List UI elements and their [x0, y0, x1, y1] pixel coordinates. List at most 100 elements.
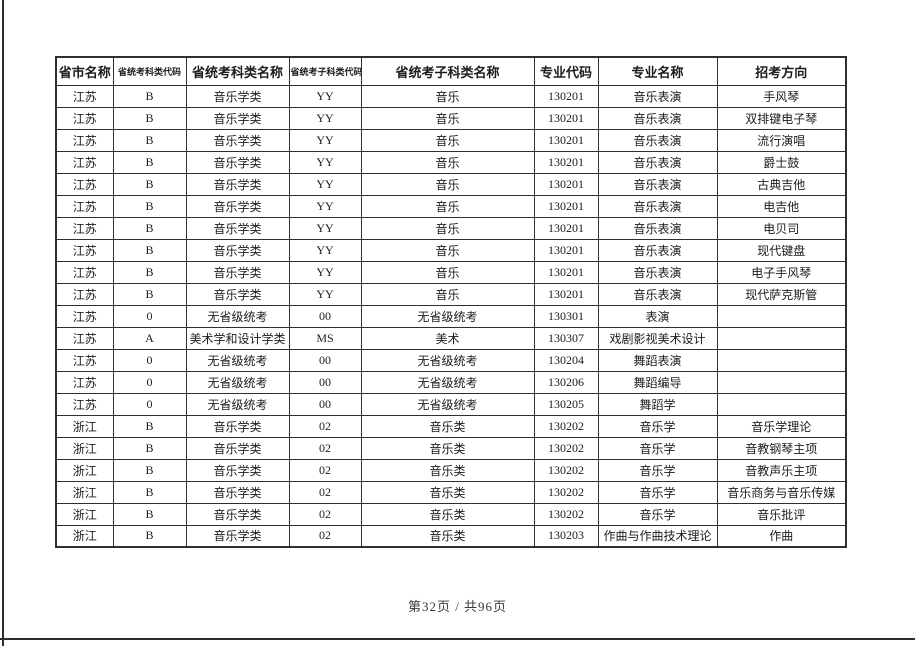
table-row: 江苏 0 无省级统考 00 无省级统考 130206 舞蹈编导: [55, 370, 847, 394]
table-cell: 音乐类: [360, 524, 535, 548]
table-cell: 江苏: [55, 238, 114, 262]
table-row: 江苏 B 音乐学类 YY 音乐 130201 音乐表演 现代键盘: [55, 238, 847, 262]
column-header: 省统考子科类代码: [288, 56, 362, 86]
table-cell: 音乐学类: [185, 172, 290, 196]
table-cell: 舞蹈学: [597, 392, 718, 416]
table-cell: 流行演唱: [716, 128, 847, 152]
table-cell: 浙江: [55, 458, 114, 482]
column-header: 省统考科类名称: [185, 56, 290, 86]
table-cell: 江苏: [55, 370, 114, 394]
table-cell: 音乐: [360, 172, 535, 196]
table-cell: 音乐类: [360, 480, 535, 504]
table-cell: 130202: [533, 414, 599, 438]
table-cell: 0: [112, 348, 187, 372]
header-row: 省市名称 省统考科类代码 省统考科类名称 省统考子科类代码 省统考子科类名称 专业代码 专业…: [55, 56, 847, 86]
table-cell: 音乐: [360, 238, 535, 262]
table-cell: 作曲与作曲技术理论: [597, 524, 718, 548]
table-cell: 现代萨克斯管: [716, 282, 847, 306]
column-header: 专业代码: [533, 56, 599, 86]
table-cell: 舞蹈表演: [597, 348, 718, 372]
table-cell: 音乐商务与音乐传媒: [716, 480, 847, 504]
table-cell: YY: [288, 106, 362, 130]
table-cell: 130201: [533, 238, 599, 262]
table-row: 江苏 A 美术学和设计学类 MS 美术 130307 戏剧影视美术设计: [55, 326, 847, 350]
table-cell: 音乐学类: [185, 194, 290, 218]
table-cell: 130205: [533, 392, 599, 416]
table-cell: B: [112, 106, 187, 130]
table-cell: 美术: [360, 326, 535, 350]
table-cell: B: [112, 260, 187, 284]
table-cell: 0: [112, 304, 187, 328]
table-cell: 戏剧影视美术设计: [597, 326, 718, 350]
table-cell: 浙江: [55, 436, 114, 460]
table-cell: 江苏: [55, 106, 114, 130]
table-cell: MS: [288, 326, 362, 350]
table-cell: 江苏: [55, 326, 114, 350]
table-cell: YY: [288, 84, 362, 108]
table-cell: 江苏: [55, 260, 114, 284]
table-cell: 音乐学类: [185, 260, 290, 284]
table-cell: 电吉他: [716, 194, 847, 218]
table-cell: 无省级统考: [360, 370, 535, 394]
table-cell: B: [112, 150, 187, 174]
table-cell: 现代键盘: [716, 238, 847, 262]
column-header: 专业名称: [597, 56, 718, 86]
table-cell: 浙江: [55, 414, 114, 438]
table-cell: 130301: [533, 304, 599, 328]
table-cell: 双排键电子琴: [716, 106, 847, 130]
table-cell: B: [112, 502, 187, 526]
table-cell: 音乐表演: [597, 150, 718, 174]
table-cell: 0: [112, 370, 187, 394]
table-cell: 音乐学类: [185, 480, 290, 504]
table-cell: 音乐学类: [185, 414, 290, 438]
table-cell: 音乐学类: [185, 150, 290, 174]
table-cell: 音乐学: [597, 480, 718, 504]
table-cell: B: [112, 282, 187, 306]
table-cell: YY: [288, 172, 362, 196]
table-row: 江苏 0 无省级统考 00 无省级统考 130301 表演: [55, 304, 847, 328]
table-cell: 音乐: [360, 282, 535, 306]
table-cell: A: [112, 326, 187, 350]
table-cell: 130202: [533, 458, 599, 482]
table-cell: 音乐学类: [185, 458, 290, 482]
table-cell: B: [112, 216, 187, 240]
table-cell: 江苏: [55, 194, 114, 218]
table-cell: 作曲: [716, 524, 847, 548]
table-row: 浙江 B 音乐学类 02 音乐类 130203 作曲与作曲技术理论 作曲: [55, 524, 847, 548]
table-cell: 音乐: [360, 260, 535, 284]
table-cell: 音乐: [360, 150, 535, 174]
table-cell: 音乐学类: [185, 524, 290, 548]
table-cell: 音乐学: [597, 414, 718, 438]
table-cell: 音乐学类: [185, 216, 290, 240]
table-cell: 江苏: [55, 304, 114, 328]
table-cell: YY: [288, 282, 362, 306]
table-cell: 130201: [533, 216, 599, 240]
table-row: 江苏 B 音乐学类 YY 音乐 130201 音乐表演 流行演唱: [55, 128, 847, 152]
table-cell: 音乐: [360, 128, 535, 152]
table-cell: 02: [288, 436, 362, 460]
table-cell: 02: [288, 524, 362, 548]
table-cell: 00: [288, 304, 362, 328]
table-cell: 舞蹈编导: [597, 370, 718, 394]
table-row: 江苏 B 音乐学类 YY 音乐 130201 音乐表演 现代萨克斯管: [55, 282, 847, 306]
table-cell: 130307: [533, 326, 599, 350]
table-cell: 音乐批评: [716, 502, 847, 526]
table-cell: 0: [112, 392, 187, 416]
table-cell: 无省级统考: [185, 348, 290, 372]
table-cell: 爵士鼓: [716, 150, 847, 174]
table-cell: 音乐类: [360, 502, 535, 526]
table-cell: 音教钢琴主项: [716, 436, 847, 460]
table-row: 江苏 B 音乐学类 YY 音乐 130201 音乐表演 电子手风琴: [55, 260, 847, 284]
table-cell: [716, 304, 847, 328]
table-cell: 00: [288, 348, 362, 372]
table-cell: 无省级统考: [185, 304, 290, 328]
table-cell: 手风琴: [716, 84, 847, 108]
table-cell: 浙江: [55, 524, 114, 548]
table-cell: 130202: [533, 480, 599, 504]
table-cell: 电贝司: [716, 216, 847, 240]
table-cell: 音乐学: [597, 502, 718, 526]
table-cell: 音乐表演: [597, 260, 718, 284]
table-cell: 130204: [533, 348, 599, 372]
table-cell: 音乐: [360, 106, 535, 130]
table-header-row: 省市名称 省统考科类代码 省统考科类名称 省统考子科类代码 省统考子科类名称 专业代码 专业…: [55, 56, 847, 86]
